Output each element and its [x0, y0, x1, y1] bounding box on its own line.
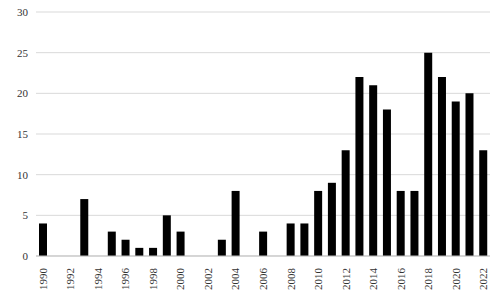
svg-text:2000: 2000	[174, 268, 186, 291]
svg-text:2020: 2020	[450, 268, 462, 291]
svg-text:1996: 1996	[119, 268, 131, 291]
svg-text:2022: 2022	[477, 268, 489, 290]
svg-text:2012: 2012	[340, 268, 352, 290]
svg-text:2014: 2014	[367, 268, 379, 291]
svg-text:25: 25	[17, 47, 29, 59]
svg-text:2006: 2006	[257, 268, 269, 291]
svg-text:1998: 1998	[147, 268, 159, 291]
svg-text:15: 15	[17, 128, 29, 140]
svg-text:1994: 1994	[92, 268, 104, 291]
svg-text:1990: 1990	[37, 268, 49, 291]
svg-text:1992: 1992	[64, 268, 76, 290]
svg-text:2010: 2010	[312, 268, 324, 291]
svg-text:20: 20	[17, 87, 29, 99]
svg-text:2008: 2008	[285, 268, 297, 291]
svg-text:5: 5	[23, 209, 29, 221]
svg-text:30: 30	[17, 6, 29, 18]
svg-text:2004: 2004	[229, 268, 241, 291]
svg-text:2016: 2016	[395, 268, 407, 291]
svg-text:10: 10	[17, 169, 29, 181]
svg-text:2002: 2002	[202, 268, 214, 290]
svg-text:0: 0	[23, 250, 29, 262]
svg-text:2018: 2018	[422, 268, 434, 291]
